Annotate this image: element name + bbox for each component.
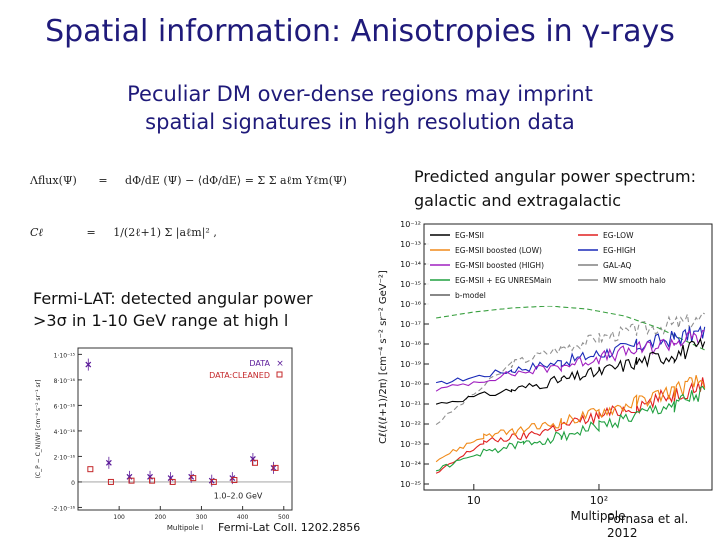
fermi-angular-power-chart: 1·10⁻¹⁵ 8·10⁻¹⁶ 6·10⁻¹⁶ 4·10⁻¹⁶ 2·10⁻¹⁶ 0 -2·1…	[35, 347, 293, 532]
y-tick-label: 10⁻²⁰	[400, 380, 421, 389]
legend-marker: ×	[276, 359, 284, 369]
data-point-cleaned	[149, 477, 156, 484]
y-tick-label: 4·10⁻¹⁶	[54, 429, 76, 436]
x-tick-label: 500	[278, 514, 290, 521]
x-tick-label: 10	[467, 494, 481, 507]
legend-label: EG-MSII boosted (LOW)	[455, 246, 542, 255]
predicted-spectrum-chart: 10⁻¹² 10⁻¹³ 10⁻¹⁴ 10⁻¹⁵ 10⁻¹⁶ 10⁻¹⁷ 10⁻¹⁸ 10⁻¹⁹…	[378, 220, 713, 523]
x-axis-label: Multipole l	[167, 524, 203, 532]
data-point-cleaned	[87, 466, 94, 473]
legend-label: EG-LOW	[603, 231, 634, 240]
y-tick-label: 10⁻¹⁹	[400, 360, 421, 369]
data-point-cleaned	[107, 478, 114, 485]
y-tick-label: 10⁻¹³	[400, 240, 421, 249]
data-point-cleaned	[272, 464, 279, 471]
formula-row-2: Cℓ = 1/(2ℓ+1) Σ |aℓm|² ,	[30, 226, 217, 239]
legend-label: MW smooth halo	[603, 276, 666, 285]
data-point-cleaned	[128, 477, 135, 484]
series-line	[435, 312, 705, 426]
y-tick-label: 10⁻¹⁵	[400, 280, 421, 289]
y-tick-label: 10⁻¹⁶	[400, 300, 421, 309]
x-axis-label: Multipole	[570, 509, 625, 523]
subtitle-line-1: Peculiar DM over-dense regions may impri…	[127, 82, 593, 106]
legend-label: EG-MSII	[455, 231, 484, 240]
series-line	[435, 337, 706, 405]
formula-rhs-1: dΦ/dE (Ψ) − ⟨dΦ/dE⟩ = Σ Σ aℓm Yℓm(Ψ)	[125, 174, 347, 187]
series-line	[435, 329, 705, 392]
right-caption-line-1: Predicted angular power spectrum:	[414, 167, 696, 186]
credit-fermi: Fermi-Lat Coll. 1202.2856	[218, 521, 361, 534]
legend-label: DATA	[249, 359, 270, 368]
credit-fornasa: Fornasa et al. 2012	[607, 512, 689, 540]
x-tick-label: 400	[237, 514, 249, 521]
legend-marker	[276, 371, 283, 378]
y-tick-label: 10⁻²³	[400, 440, 421, 449]
data-point-cleaned	[210, 478, 217, 485]
right-caption-line-2: galactic and extragalactic	[414, 191, 622, 210]
left-caption: Fermi-LAT: detected angular power >3σ in…	[33, 288, 363, 332]
y-tick-label: 10⁻¹⁷	[400, 320, 421, 329]
formula-eq-1: =	[98, 174, 108, 187]
formula-lhs-2: Cℓ	[30, 226, 43, 239]
left-caption-line-2: >3σ in 1-10 GeV range at high l	[33, 311, 289, 330]
y-tick-label: 8·10⁻¹⁶	[54, 378, 76, 385]
y-tick-label: 10⁻²⁵	[400, 480, 421, 489]
series-line	[435, 325, 706, 385]
formula-lhs-1: Λflux(Ψ)	[30, 174, 77, 187]
energy-annotation: 1.0–2.0 GeV	[214, 492, 263, 501]
legend-box	[426, 226, 708, 306]
angular-power-formula: Λflux(Ψ) = dΦ/dE (Ψ) − ⟨dΦ/dE⟩ = Σ Σ aℓm…	[30, 160, 375, 270]
y-axis-label: (C_P − C_N)/W² [cm⁻⁴ s⁻² sr⁻¹ sr]	[35, 380, 42, 479]
left-caption-line-1: Fermi-LAT: detected angular power	[33, 289, 313, 308]
slide-subtitle: Peculiar DM over-dense regions may impri…	[60, 80, 660, 136]
data-point-cleaned	[190, 475, 197, 482]
data-point	[105, 459, 112, 466]
y-tick-label: 6·10⁻¹⁶	[54, 403, 76, 410]
formula-eq-2: =	[86, 226, 96, 239]
y-tick-label: 2·10⁻¹⁶	[54, 454, 76, 461]
y-tick-label: 10⁻¹⁸	[400, 340, 421, 349]
y-tick-label: 10⁻²⁴	[400, 460, 421, 469]
legend-label: b-model	[455, 291, 486, 300]
formula-row-1: Λflux(Ψ) = dΦ/dE (Ψ) − ⟨dΦ/dE⟩ = Σ Σ aℓm…	[30, 174, 347, 187]
data-point	[85, 361, 92, 368]
data-point-cleaned	[169, 478, 176, 485]
y-tick-label: 10⁻¹⁴	[400, 260, 421, 269]
x-tick-label: 10²	[590, 494, 608, 507]
legend-label: EG-MSII + EG UNRESMain	[455, 276, 552, 285]
x-tick-label: 200	[155, 514, 167, 521]
legend-label: DATA:CLEANED	[209, 371, 270, 380]
y-axis-label: Cℓ(ℓ(ℓ+1)/2π) [cm⁻⁴ s⁻² sr⁻² GeV⁻²]	[378, 270, 389, 444]
slide-title: Spatial information: Anisotropies in γ-r…	[45, 14, 675, 49]
y-tick-label: 10⁻²²	[400, 420, 421, 429]
y-tick-label: 1·10⁻¹⁵	[54, 352, 76, 359]
legend-label: EG-MSII boosted (HIGH)	[455, 261, 544, 270]
y-tick-label: 0	[71, 480, 75, 487]
y-tick-label: -2·10⁻¹⁶	[51, 505, 75, 512]
legend-label: GAL-AQ	[603, 261, 632, 270]
y-tick-label: 10⁻²¹	[400, 400, 421, 409]
series-line	[436, 305, 705, 351]
x-tick-label: 300	[196, 514, 208, 521]
legend-label: EG-HIGH	[603, 246, 636, 255]
data-point-cleaned	[231, 477, 238, 484]
series-line	[435, 375, 706, 463]
x-tick-label: 100	[113, 514, 125, 521]
data-point-cleaned	[251, 459, 258, 466]
subtitle-line-2: spatial signatures in high resolution da…	[145, 110, 575, 134]
formula-rhs-2: 1/(2ℓ+1) Σ |aℓm|² ,	[113, 226, 217, 239]
right-caption: Predicted angular power spectrum: galact…	[414, 165, 714, 213]
series-line	[435, 385, 706, 472]
y-tick-label: 10⁻¹²	[400, 220, 421, 229]
